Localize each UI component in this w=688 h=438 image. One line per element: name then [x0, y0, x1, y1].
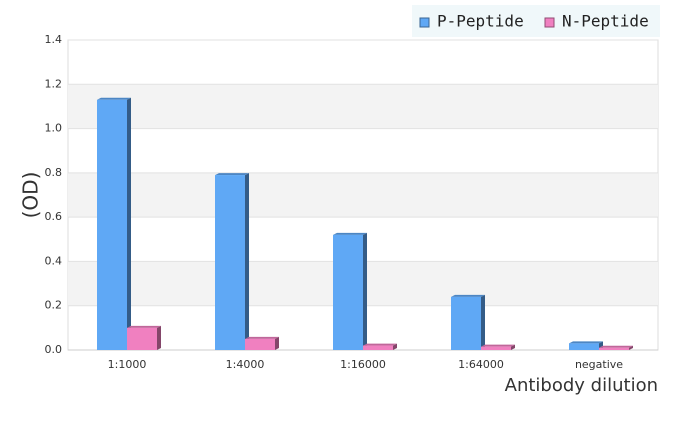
x-tick-label: 1:1000	[108, 358, 147, 371]
bar	[451, 296, 481, 350]
bar	[97, 99, 127, 351]
bar-side	[363, 232, 367, 350]
y-axis-label: (OD)	[19, 172, 43, 219]
bar	[481, 346, 511, 350]
y-tick-label: 1.2	[45, 77, 63, 90]
y-tick-label: 0.2	[45, 299, 63, 312]
bar-top	[599, 345, 633, 348]
legend-swatch	[419, 17, 430, 28]
bar	[599, 347, 629, 350]
y-tick-label: 0.0	[45, 343, 63, 356]
bar-side	[275, 336, 279, 350]
x-axis-label: Antibody dilution	[505, 375, 658, 396]
legend-swatch	[544, 17, 555, 28]
legend-label: P-Peptide	[437, 12, 524, 31]
y-tick-label: 0.8	[45, 166, 63, 179]
y-tick-label: 1.0	[45, 122, 63, 135]
bar-top	[569, 341, 603, 344]
bar-side	[511, 344, 515, 350]
bar-side	[629, 345, 633, 350]
bar-top	[333, 232, 367, 235]
bar-side	[393, 343, 397, 350]
bar-top	[363, 343, 397, 346]
bar-top	[127, 325, 161, 328]
bar	[215, 175, 245, 350]
bar-top	[481, 344, 515, 347]
bar-top	[215, 173, 249, 176]
bar-side	[245, 173, 249, 350]
bar-top	[245, 336, 279, 339]
legend-box	[412, 5, 660, 37]
bar	[245, 338, 275, 350]
grid-band	[68, 84, 658, 129]
y-tick-label: 0.4	[45, 254, 63, 267]
bar	[569, 343, 599, 350]
legend-label: N-Peptide	[562, 12, 649, 31]
y-tick-label: 1.4	[45, 33, 63, 46]
bar-side	[157, 325, 161, 350]
grid-band	[68, 172, 658, 218]
bar	[363, 345, 393, 350]
bar-side	[127, 97, 131, 351]
bar-side	[481, 294, 485, 350]
x-tick-label: 1:64000	[458, 358, 504, 371]
x-tick-label: 1:16000	[340, 358, 386, 371]
bar-top	[451, 294, 485, 297]
bar	[333, 234, 363, 350]
x-tick-label: negative	[575, 358, 623, 371]
x-tick-label: 1:4000	[226, 358, 265, 371]
bar	[127, 327, 157, 350]
bar-top	[97, 97, 131, 100]
y-tick-label: 0.6	[45, 210, 63, 223]
